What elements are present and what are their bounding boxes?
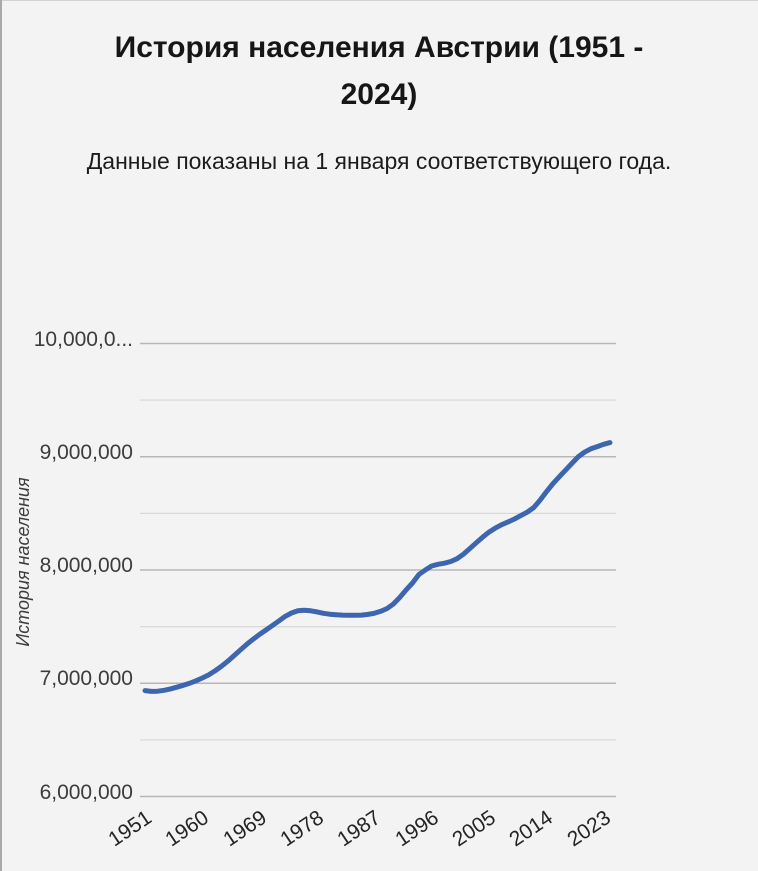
window-left-border bbox=[0, 0, 2, 871]
y-axis-tick-label: 6,000,000 bbox=[39, 781, 133, 804]
y-axis-tick-label: 7,000,000 bbox=[39, 667, 133, 690]
page-title-line-1: История населения Австрии (1951 - bbox=[114, 31, 644, 64]
window-top-border bbox=[0, 0, 758, 1]
population-line-series bbox=[142, 440, 613, 694]
page-title-line-2: 2024) bbox=[340, 78, 418, 111]
page-title: История населения Австрии (1951 - 2024) bbox=[0, 24, 758, 118]
y-axis-tick-label: 8,000,000 bbox=[39, 554, 133, 577]
y-axis-tick-label: 10,000,0... bbox=[33, 328, 133, 351]
y-axis-title: История населения bbox=[13, 477, 33, 647]
page-subtitle: Данные показаны на 1 января соответствую… bbox=[86, 148, 672, 174]
y-axis-tick-label: 9,000,000 bbox=[39, 441, 133, 464]
